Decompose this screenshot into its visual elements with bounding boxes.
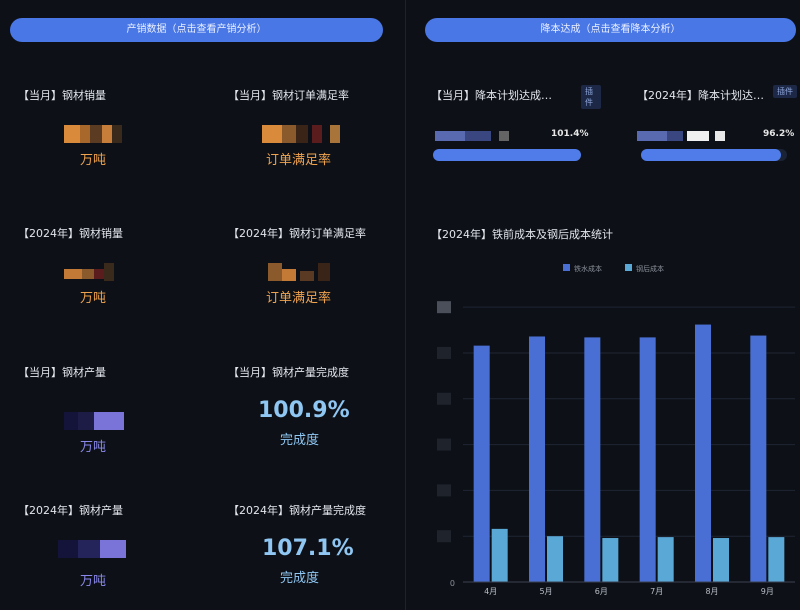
chart-bar (768, 537, 785, 582)
cost-reduction-button[interactable]: 降本达成（点击查看降本分析） (425, 18, 796, 42)
kpi-title: 【2024年】钢材产量 (18, 504, 123, 517)
chart-bar (584, 337, 601, 582)
kpi-title: 【当月】钢材销量 (18, 89, 106, 102)
kpi-value: 107.1% (262, 536, 354, 561)
chart-xtick-label: 8月 (705, 587, 718, 596)
sales-data-button[interactable]: 产销数据（点击查看产销分析） (10, 18, 383, 42)
kpi-unit: 万吨 (80, 440, 107, 455)
plugin-tag[interactable]: 插件 (581, 85, 601, 109)
kpi-yearly-output-completion[interactable]: 【2024年】钢材产量完成度 107.1% 完成度 (228, 502, 408, 586)
kpi-value-redacted (18, 412, 198, 430)
kpi-monthly-steel-sales[interactable]: 【当月】钢材销量 万吨 (18, 87, 198, 168)
plugin-tag[interactable]: 插件 (773, 85, 797, 98)
chart-bar (750, 335, 767, 582)
kpi-unit: 完成度 (280, 571, 320, 586)
chart-xtick-label: 5月 (539, 587, 552, 596)
kpi-value-redacted (18, 263, 198, 281)
kpi-title: 【当月】钢材订单满足率 (228, 89, 349, 102)
rate-value: 101.4% (551, 129, 589, 139)
chart-ytick-redacted (437, 530, 451, 543)
kpi-monthly-order-fulfillment[interactable]: 【当月】钢材订单满足率 订单满足率 (228, 87, 408, 168)
kpi-unit: 订单满足率 (266, 153, 332, 168)
kpi-title: 【当月】钢材产量 (18, 366, 106, 379)
kpi-unit: 完成度 (280, 433, 320, 448)
kpi-title: 【当月】钢材产量完成度 (228, 366, 349, 379)
cost-bar-chart: 0 铁水成本 钢后成本 4月 5月 6月 7月 8月 9月 (437, 264, 795, 596)
kpi-title: 【2024年】钢材产量完成度 (228, 504, 366, 517)
chart-ytick-redacted (437, 301, 451, 314)
rate-card-yearly[interactable]: 【2024年】降本计划达… 插件 96.2% (637, 85, 800, 161)
cost-reduction-panel: 降本达成（点击查看降本分析） 【当月】降本计划达成… 插件 101.4% 【20… (413, 0, 800, 610)
rate-card-title: 【当月】降本计划达成… (431, 89, 552, 102)
kpi-value-redacted (18, 125, 198, 143)
chart-bar (639, 337, 656, 582)
chart-bar (713, 538, 729, 582)
rate-progress-fill (433, 149, 581, 161)
chart-legend-label: 铁水成本 (574, 264, 602, 273)
chart-ytick-redacted (437, 484, 451, 497)
kpi-unit: 万吨 (80, 153, 107, 168)
chart-legend-label: 钢后成本 (636, 264, 664, 273)
chart-bar (529, 336, 545, 582)
cost-chart-title: 【2024年】铁前成本及钢后成本统计 (431, 228, 613, 241)
chart-bar (547, 536, 563, 582)
kpi-value: 100.9% (258, 398, 350, 423)
kpi-value-redacted (228, 125, 408, 143)
kpi-unit: 万吨 (80, 291, 107, 306)
kpi-title: 【2024年】钢材订单满足率 (228, 227, 366, 240)
kpi-yearly-steel-output[interactable]: 【2024年】钢材产量 万吨 (18, 502, 198, 589)
rate-value: 96.2% (763, 129, 795, 139)
kpi-value-redacted (18, 540, 198, 558)
chart-ytick-label: 0 (450, 579, 455, 588)
panel-divider (405, 0, 406, 610)
rate-progress-track (641, 149, 787, 161)
chart-legend-swatch (563, 264, 570, 271)
chart-xtick-label: 9月 (761, 587, 774, 596)
chart-ytick-redacted (437, 346, 451, 359)
chart-bar (602, 538, 619, 582)
kpi-yearly-steel-sales[interactable]: 【2024年】钢材销量 万吨 (18, 225, 198, 306)
rate-progress-fill (641, 149, 782, 161)
chart-xtick-label: 6月 (595, 587, 608, 596)
rate-card-title: 【2024年】降本计划达… (637, 89, 764, 102)
kpi-monthly-steel-output[interactable]: 【当月】钢材产量 万吨 (18, 364, 198, 455)
chart-xtick-label: 7月 (650, 587, 663, 596)
chart-ytick-redacted (437, 438, 451, 451)
kpi-yearly-order-fulfillment[interactable]: 【2024年】钢材订单满足率 订单满足率 (228, 225, 408, 306)
sales-production-panel: 产销数据（点击查看产销分析） 【当月】钢材销量 万吨 【当月】钢材订单满足率 订… (10, 18, 383, 589)
chart-bar (657, 537, 674, 582)
kpi-title: 【2024年】钢材销量 (18, 227, 123, 240)
rate-card-monthly[interactable]: 【当月】降本计划达成… 插件 101.4% (431, 85, 601, 161)
kpi-unit: 订单满足率 (266, 291, 332, 306)
chart-bar (491, 528, 508, 582)
rate-progress-track (433, 149, 581, 161)
kpi-value-redacted (228, 263, 408, 281)
kpi-unit: 万吨 (80, 574, 107, 589)
chart-ytick-redacted (437, 392, 451, 405)
chart-bar (473, 345, 490, 582)
kpi-monthly-output-completion[interactable]: 【当月】钢材产量完成度 100.9% 完成度 (228, 364, 408, 448)
chart-bar (695, 324, 711, 582)
chart-xtick-label: 4月 (484, 587, 497, 596)
chart-legend-swatch (625, 264, 632, 271)
